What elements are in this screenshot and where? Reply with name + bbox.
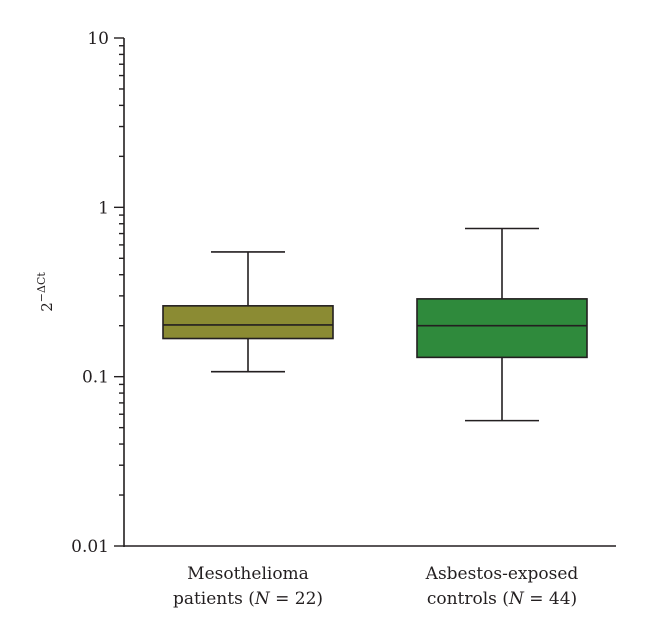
y-tick-label: 0.01	[71, 537, 109, 557]
iqr-box	[416, 298, 588, 359]
y-tick-label: 10	[87, 29, 109, 49]
box-group-2	[416, 227, 588, 422]
y-axis-label-superscript: −ΔCt	[35, 272, 48, 303]
category-label-1-line2-post: = 22)	[270, 589, 323, 609]
category-label-2-line2: controls (N = 44)	[427, 589, 577, 609]
category-label-2-line2-pre: controls (	[427, 589, 509, 609]
y-tick-label: 0.1	[82, 368, 109, 388]
y-axis-label: 2−ΔCt	[35, 272, 56, 312]
y-axis-tick-labels: 10 1 0.1 0.01	[71, 29, 109, 557]
y-tick-label: 1	[98, 198, 109, 218]
iqr-box	[162, 305, 334, 340]
category-label-2-line2-n: N	[508, 589, 525, 609]
box-group-1	[162, 251, 334, 373]
category-label-1-line2-pre: patients (	[173, 589, 255, 609]
category-label-1-line2-n: N	[254, 589, 271, 609]
y-axis-label-base: 2	[38, 302, 56, 312]
category-label-1-line1: Mesothelioma	[187, 564, 309, 584]
boxes	[162, 227, 588, 422]
category-label-2-line1: Asbestos-exposed	[425, 564, 579, 584]
category-label-1-line2: patients (N = 22)	[173, 589, 323, 609]
y-axis-ticks	[114, 37, 124, 547]
category-label-2-line2-post: = 44)	[524, 589, 577, 609]
